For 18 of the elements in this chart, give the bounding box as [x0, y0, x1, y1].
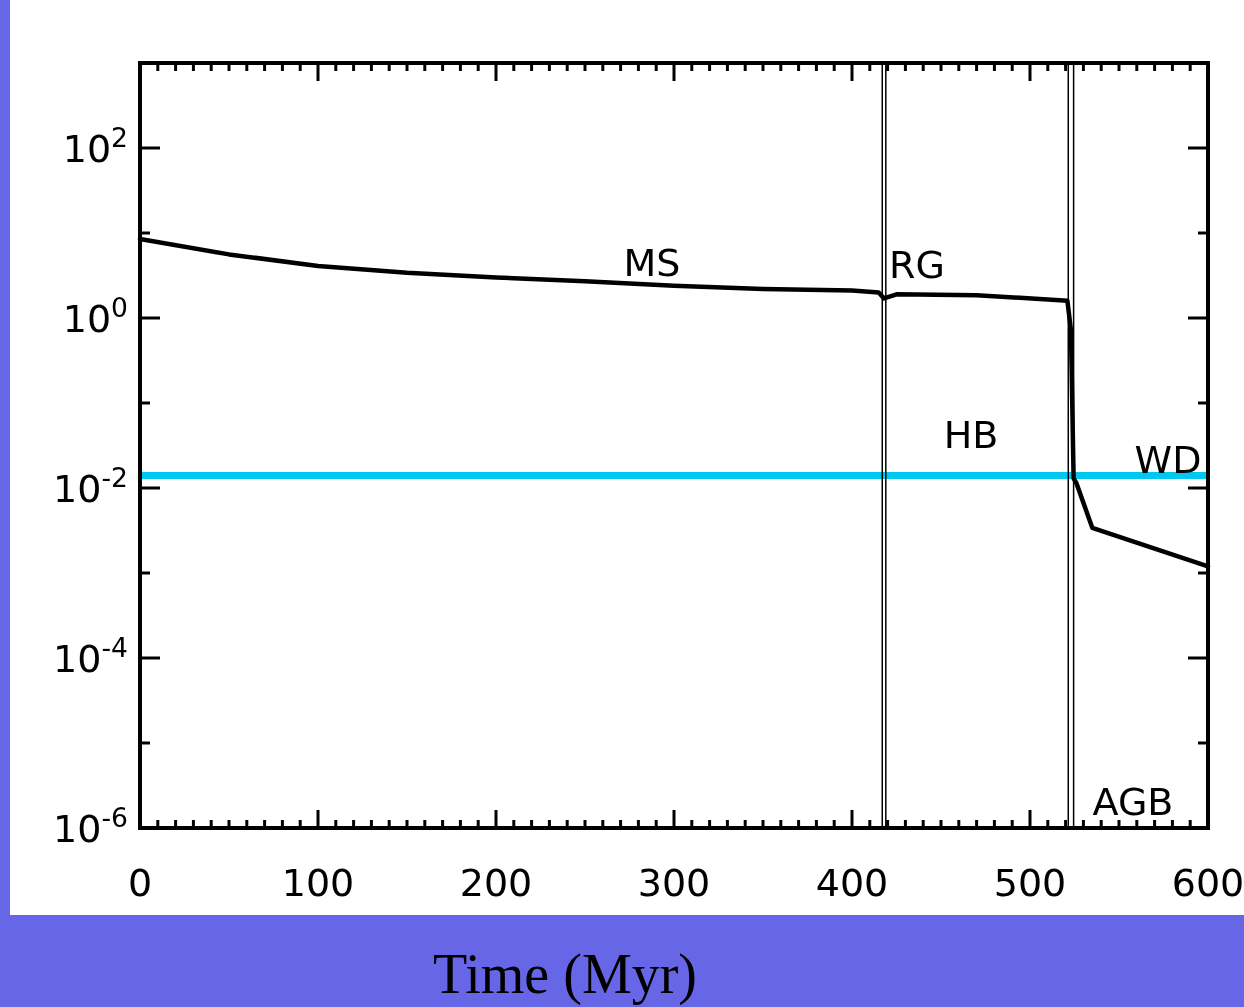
x-tick-label: 100: [281, 861, 355, 905]
y-tick-label: 10$^{2}$: [62, 121, 128, 171]
x-tick-label: 400: [815, 861, 889, 905]
y-tick-label: 10$^{-2}$: [53, 461, 128, 511]
annotation: WD: [1134, 438, 1202, 482]
annotation: AGB: [1092, 780, 1174, 824]
annotation: HB: [943, 413, 999, 457]
y-tick-label: 10$^{-6}$: [53, 801, 128, 851]
x-tick-label: 0: [127, 861, 153, 905]
x-tick-label: 600: [1171, 861, 1244, 905]
x-tick-label: 200: [459, 861, 533, 905]
annotation: RG: [889, 243, 945, 287]
y-tick-label: 10$^{0}$: [62, 291, 128, 341]
x-tick-label: 300: [637, 861, 711, 905]
x-axis-title: Time (Myr): [433, 943, 697, 1006]
x-tick-label: 500: [993, 861, 1067, 905]
y-tick-label: 10$^{-4}$: [53, 631, 128, 681]
annotation: MS: [623, 241, 681, 285]
